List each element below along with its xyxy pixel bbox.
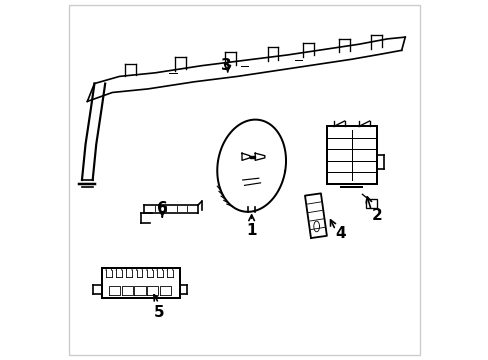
Polygon shape [249, 156, 255, 158]
Bar [102, 267, 180, 298]
Text: 5: 5 [153, 305, 164, 320]
Polygon shape [242, 153, 249, 160]
FancyBboxPatch shape [326, 126, 376, 184]
Text: 2: 2 [370, 208, 381, 223]
Text: 1: 1 [246, 222, 256, 238]
Text: 4: 4 [335, 226, 346, 241]
Bar [365, 199, 376, 208]
Polygon shape [255, 153, 264, 160]
Polygon shape [217, 120, 285, 212]
Polygon shape [305, 193, 326, 238]
Text: 6: 6 [157, 201, 167, 216]
Text: 3: 3 [221, 58, 231, 73]
